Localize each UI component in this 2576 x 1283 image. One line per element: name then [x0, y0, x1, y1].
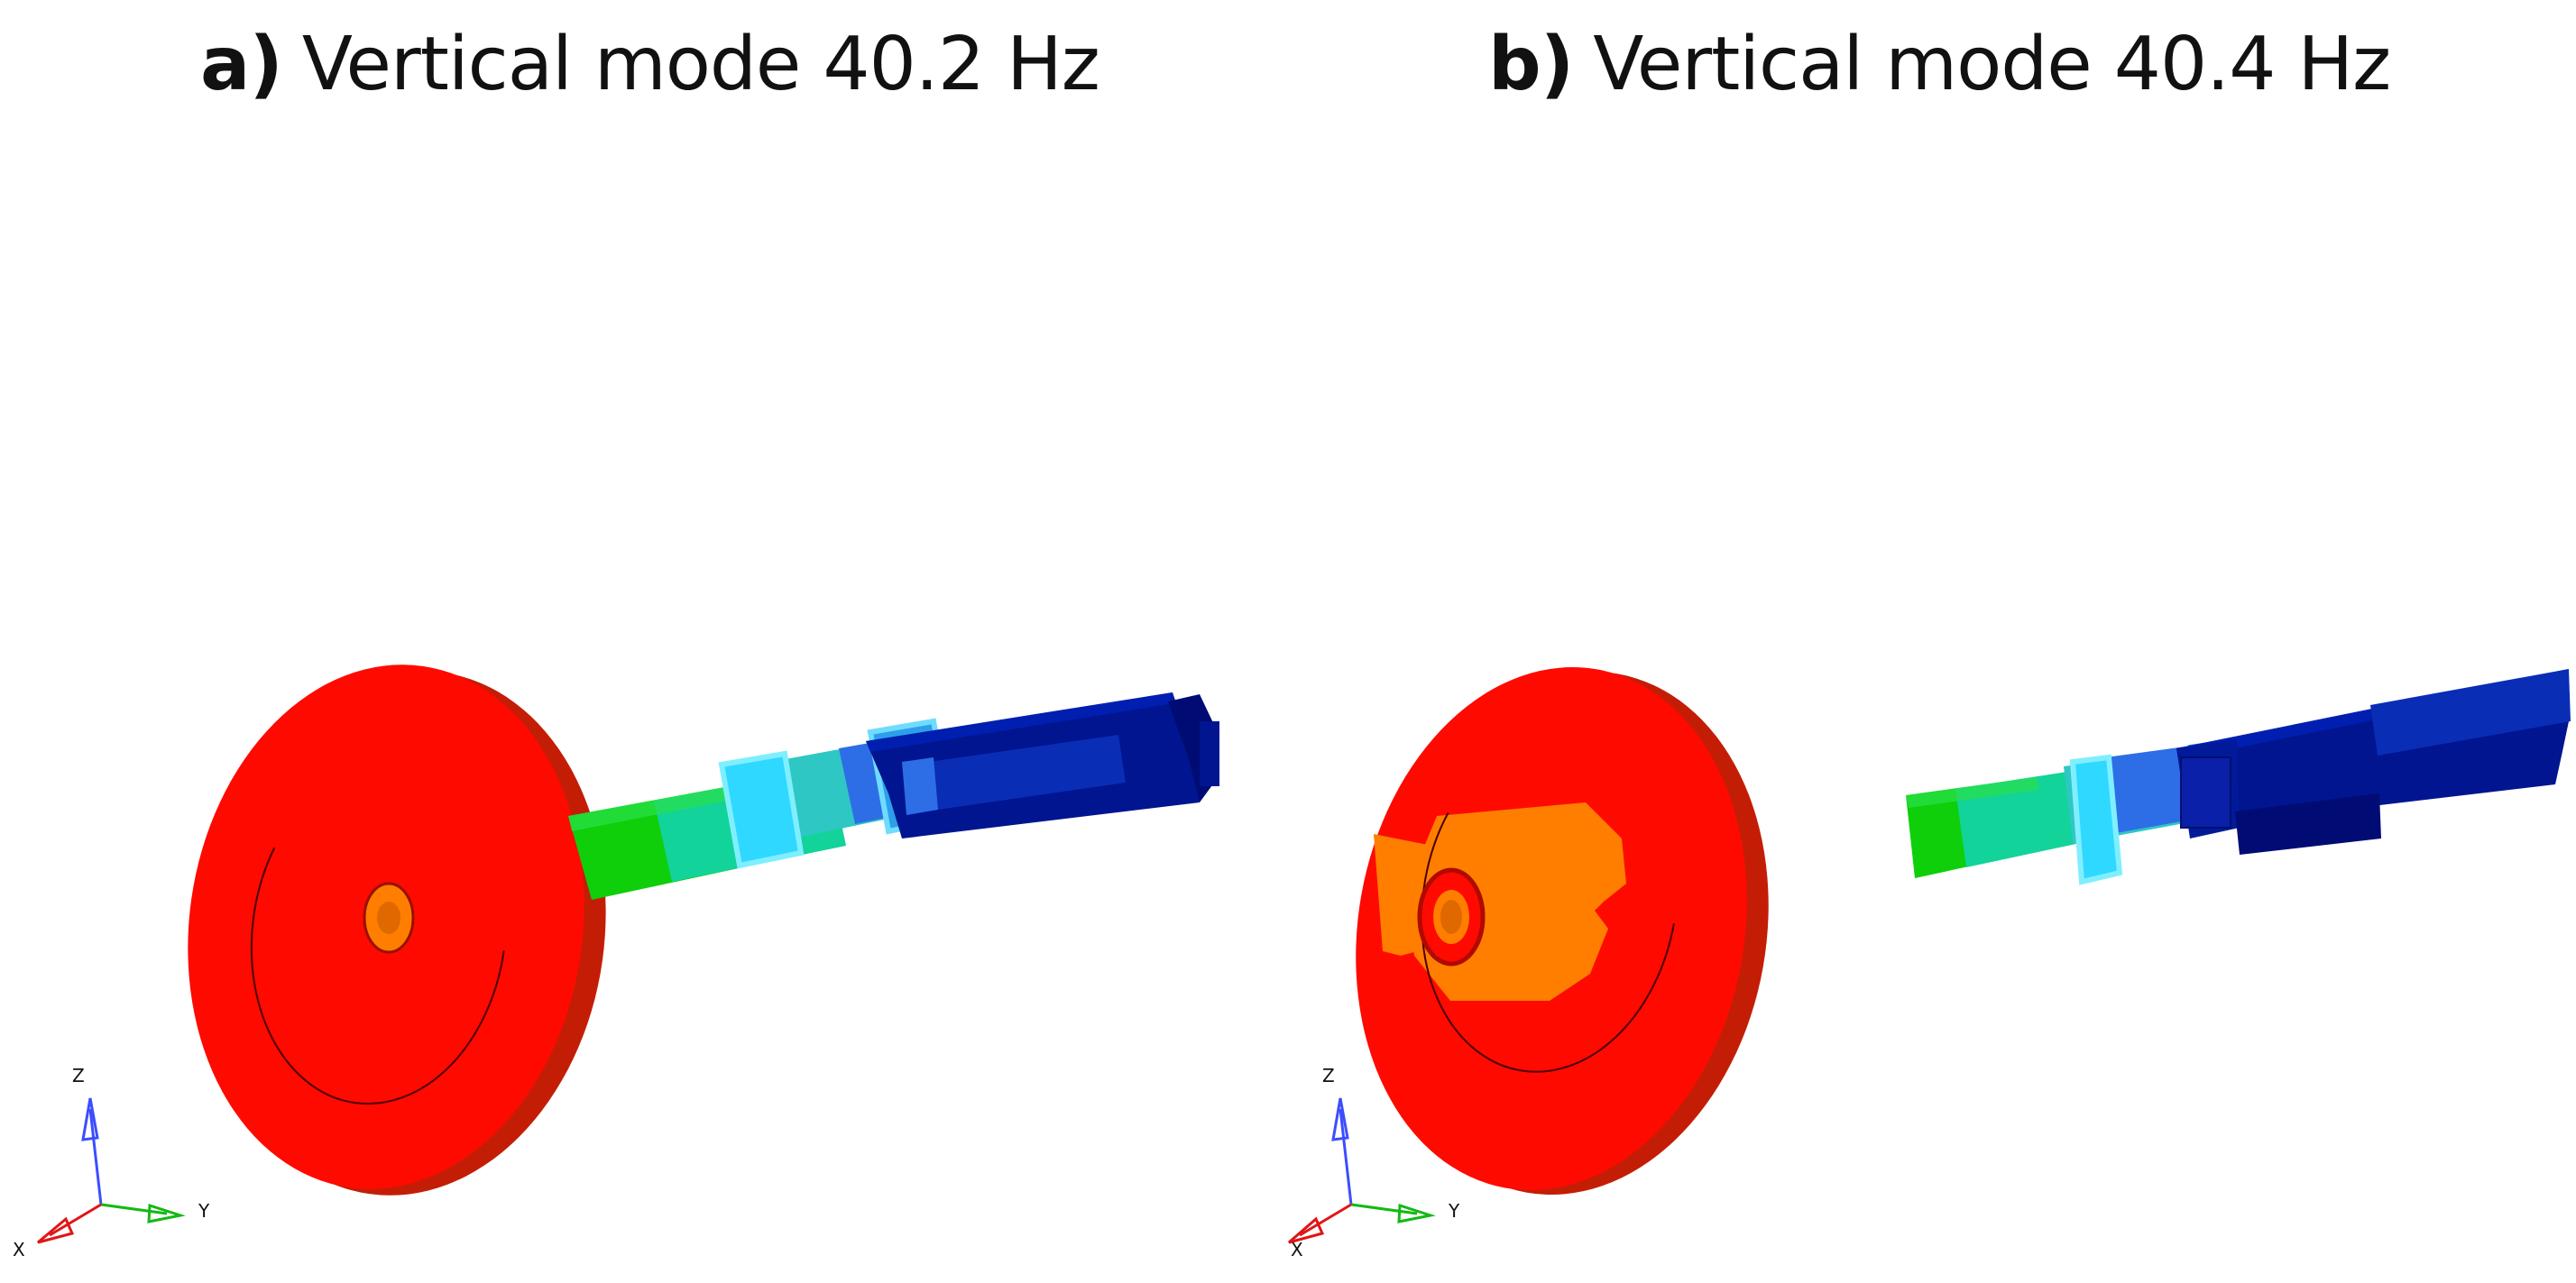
panel-a-letter: a) — [200, 22, 283, 107]
panel-b: b) Vertical mode 40.4 Hz — [1288, 0, 2576, 1283]
axis-y-label: Y — [1448, 1200, 1460, 1222]
axis-x-label: X — [1291, 1239, 1303, 1260]
panel-b-title: b) Vertical mode 40.4 Hz — [1488, 20, 2391, 110]
panel-b-caption: Vertical mode 40.4 Hz — [1593, 22, 2391, 107]
axis-y-label: Y — [198, 1200, 210, 1222]
axis-z-label: Z — [1322, 1065, 1335, 1086]
panel-b-letter: b) — [1488, 22, 1574, 107]
panel-a: a) Vertical mode 40.2 Hz — [13, 20, 1219, 1260]
axis-x-label: X — [13, 1239, 25, 1260]
rotor-disk-a — [188, 664, 606, 1196]
fe-model-b: Z Y X — [1288, 667, 2571, 1260]
rotor-disk-b — [1356, 667, 1769, 1195]
axis-triad-b: Z Y X — [1288, 1065, 1460, 1260]
housing-a — [866, 692, 1219, 839]
fe-model-a: Z Y X — [13, 664, 1219, 1260]
housing-b — [2176, 669, 2571, 855]
axis-z-label: Z — [72, 1065, 85, 1086]
panel-a-caption: Vertical mode 40.2 Hz — [301, 22, 1100, 107]
axis-triad-a: Z Y X — [13, 1065, 210, 1260]
panel-a-title: a) Vertical mode 40.2 Hz — [200, 20, 1100, 110]
